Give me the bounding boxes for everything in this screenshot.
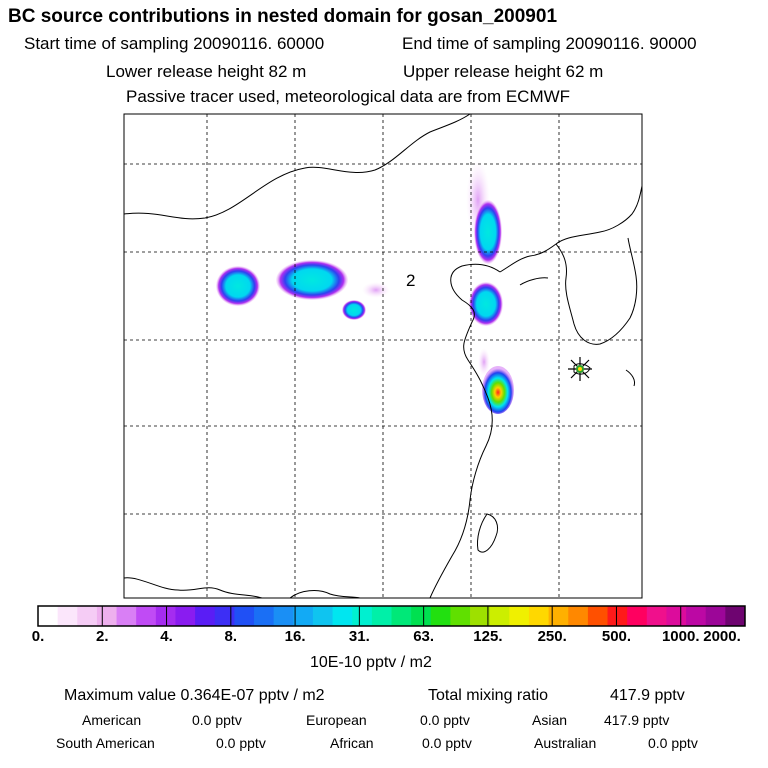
- colorbar-swatch-7: [175, 606, 196, 626]
- colorbar-units: 10E-10 pptv / m2: [310, 654, 432, 671]
- colorbar-tick-label-5: 31.: [348, 628, 370, 645]
- northern-border: [123, 113, 471, 220]
- concentration-field: [216, 160, 514, 414]
- colorbar-swatch-10: [234, 606, 255, 626]
- plume-north: [474, 200, 502, 264]
- korea-north-border: [555, 185, 643, 245]
- colorbar-swatch-9: [214, 606, 235, 626]
- region-name-european: European: [306, 712, 367, 728]
- plume-small: [342, 300, 366, 320]
- colorbar-swatch-17: [371, 606, 392, 626]
- colorbar-tick-label-11: 2000.: [703, 628, 741, 645]
- plume-trail: [362, 282, 390, 298]
- colorbar-swatch-31: [646, 606, 667, 626]
- colorbar-swatch-23: [489, 606, 510, 626]
- colorbar-swatch-33: [686, 606, 707, 626]
- colorbar-swatch-1: [57, 606, 78, 626]
- region-name-african: African: [330, 735, 374, 751]
- southern-border-2: [289, 590, 361, 599]
- lower-release-label: Lower release height 82 m: [106, 62, 307, 81]
- region-value-south-american: 0.0 pptv: [216, 735, 266, 751]
- colorbar-swatch-34: [705, 606, 726, 626]
- colorbar-swatch-2: [77, 606, 98, 626]
- kyushu: [625, 369, 635, 387]
- chart-title: BC source contributions in nested domain…: [8, 6, 558, 27]
- colorbar-tick-label-8: 250.: [537, 628, 567, 645]
- colorbar-tick-label-3: 8.: [224, 628, 238, 645]
- start-time-label: Start time of sampling 20090116. 60000: [24, 34, 325, 53]
- region-name-asian: Asian: [532, 712, 568, 728]
- region-value-european: 0.0 pptv: [420, 712, 470, 728]
- plume-central: [276, 260, 348, 300]
- colorbar-swatch-28: [587, 606, 608, 626]
- colorbar-tick-label-6: 63.: [413, 628, 435, 645]
- coastlines: [123, 113, 643, 599]
- korean-peninsula: [555, 237, 638, 345]
- region-value-african: 0.0 pptv: [422, 735, 472, 751]
- region-value-american: 0.0 pptv: [192, 712, 242, 728]
- colorbar-swatch-12: [273, 606, 294, 626]
- map-label: 2: [406, 271, 415, 290]
- colorbar: [37, 605, 746, 627]
- plume-halo-south: [478, 348, 490, 376]
- taiwan: [477, 513, 499, 553]
- bohai-coast: [499, 243, 557, 273]
- colorbar-swatch-27: [568, 606, 589, 626]
- colorbar-swatch-35: [725, 606, 746, 626]
- colorbar-swatch-15: [332, 606, 353, 626]
- colorbar-swatch-22: [470, 606, 491, 626]
- total-mixing-label: Total mixing ratio: [428, 687, 549, 704]
- china-coast: [429, 263, 501, 599]
- upper-release-label: Upper release height 62 m: [403, 62, 604, 81]
- colorbar-swatch-3: [96, 606, 117, 626]
- colorbar-tick-label-4: 16.: [284, 628, 306, 645]
- plume-shanghai: [482, 366, 514, 414]
- colorbar-swatch-13: [293, 606, 314, 626]
- shandong-tip: [519, 277, 549, 286]
- colorbar-tick-label-10: 1000.: [661, 628, 700, 645]
- total-mixing-value: 417.9 pptv: [610, 687, 685, 704]
- colorbar-tick-label-0: 0.: [31, 628, 45, 645]
- colorbar-frame: [37, 605, 746, 627]
- colorbar-swatch-29: [607, 606, 628, 626]
- colorbar-swatch-4: [116, 606, 137, 626]
- colorbar-tick-label-2: 4.: [160, 628, 173, 645]
- colorbar-swatch-32: [666, 606, 687, 626]
- colorbar-swatch-11: [254, 606, 275, 626]
- colorbar-tick-label-9: 500.: [601, 628, 632, 645]
- colorbar-tick-label-7: 125.: [473, 628, 503, 645]
- plume-west: [216, 266, 260, 306]
- receptor-star-icon: [568, 357, 592, 381]
- jeju-island: [573, 363, 591, 375]
- colorbar-swatch-19: [411, 606, 432, 626]
- colorbar-tick-label-1: 2.: [96, 628, 109, 645]
- colorbar-swatch-5: [136, 606, 157, 626]
- colorbar-swatch-24: [509, 606, 530, 626]
- maximum-value: Maximum value 0.364E-07 pptv / m2: [64, 687, 325, 704]
- colorbar-swatch-25: [528, 606, 550, 626]
- colorbar-swatch-30: [627, 606, 648, 626]
- colorbar-swatch-8: [195, 606, 216, 626]
- colorbar-swatch-26: [548, 606, 569, 626]
- colorbar-swatch-21: [450, 606, 471, 626]
- colorbar-swatch-16: [352, 606, 373, 626]
- region-value-asian: 417.9 pptv: [604, 712, 670, 728]
- region-name-south-american: South American: [56, 735, 155, 751]
- lat-lon-grid: [124, 114, 642, 598]
- colorbar-swatch-0: [38, 606, 59, 626]
- colorbar-swatch-14: [312, 606, 333, 626]
- colorbar-swatch-20: [430, 606, 451, 626]
- plume-shandong: [469, 282, 503, 326]
- end-time-label: End time of sampling 20090116. 90000: [402, 34, 697, 53]
- region-value-australian: 0.0 pptv: [648, 735, 698, 751]
- colorbar-swatch-18: [391, 606, 412, 626]
- region-name-australian: Australian: [534, 735, 597, 751]
- southern-border: [123, 577, 263, 599]
- colorbar-swatch-6: [155, 606, 176, 626]
- tracer-note: Passive tracer used, meteorological data…: [126, 87, 571, 106]
- region-name-american: American: [82, 712, 142, 728]
